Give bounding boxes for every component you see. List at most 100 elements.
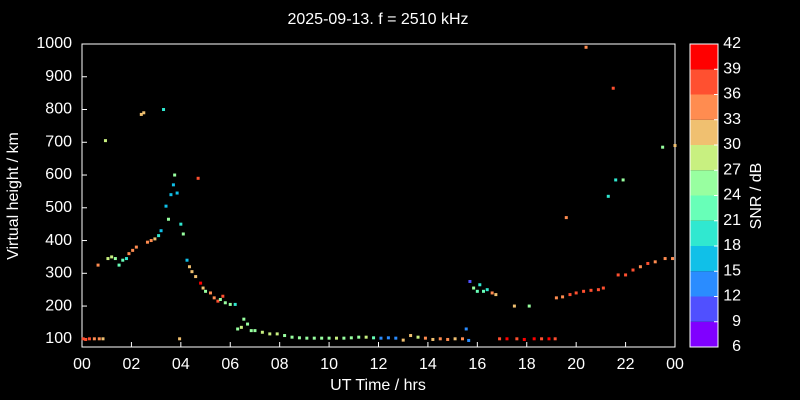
data-point [394, 336, 398, 340]
data-point [260, 330, 264, 334]
data-point [212, 296, 216, 300]
data-point [190, 270, 194, 274]
data-point [334, 336, 338, 340]
x-tick-label: 12 [370, 356, 388, 373]
x-tick-label: 06 [221, 356, 239, 373]
data-point [568, 293, 572, 297]
data-point [554, 296, 558, 300]
data-point [515, 337, 519, 341]
data-point [505, 337, 509, 341]
data-point [349, 336, 353, 340]
data-point [305, 336, 309, 340]
data-point [616, 273, 620, 277]
data-point [208, 291, 212, 295]
data-point [92, 337, 96, 341]
data-point [149, 239, 153, 243]
colorbar-tick-label: 27 [723, 161, 741, 178]
data-point [283, 334, 287, 338]
data-point [522, 337, 526, 341]
colorbar-label: SNR / dB [748, 163, 765, 230]
data-point [646, 261, 650, 265]
data-point [372, 336, 376, 340]
data-point [584, 45, 588, 49]
data-point [673, 144, 677, 148]
colorbar-band [690, 220, 718, 246]
colorbar-tick-label: 15 [723, 262, 741, 279]
data-point [175, 191, 179, 195]
y-tick-label: 700 [45, 133, 72, 150]
data-point [236, 327, 240, 331]
y-tick-label: 500 [45, 199, 72, 216]
colorbar-tick-label: 21 [723, 212, 741, 229]
data-point [204, 289, 208, 293]
data-point [386, 336, 390, 340]
data-point [661, 145, 665, 149]
data-point [540, 337, 544, 341]
y-tick-label: 400 [45, 232, 72, 249]
colorbar-band [690, 195, 718, 221]
colorbar-band [690, 321, 718, 347]
colorbar-tick-label: 42 [723, 35, 741, 52]
colorbar-tick-label: 24 [723, 187, 741, 204]
data-point [478, 283, 482, 287]
data-point [327, 336, 331, 340]
y-axis-label: Virtual height / km [5, 132, 22, 260]
data-point [379, 336, 383, 340]
data-point [494, 293, 498, 297]
data-point [596, 288, 600, 292]
y-tick-label: 600 [45, 166, 72, 183]
x-tick-label: 08 [271, 356, 289, 373]
data-point [242, 317, 246, 321]
colorbar-tick-label: 36 [723, 86, 741, 103]
colorbar-band [690, 119, 718, 145]
data-point [239, 325, 243, 329]
colorbar-band [690, 44, 718, 70]
data-point [624, 273, 628, 277]
data-point [157, 234, 161, 238]
data-point [218, 298, 222, 302]
data-point [490, 291, 494, 295]
data-point [416, 335, 420, 339]
data-point [139, 112, 143, 116]
data-point [611, 86, 615, 90]
y-tick-label: 1000 [36, 35, 72, 52]
y-tick-label: 900 [45, 68, 72, 85]
data-point [169, 193, 173, 197]
data-point [131, 248, 135, 252]
data-point [121, 258, 125, 262]
data-point [178, 337, 182, 341]
data-point [464, 327, 468, 331]
data-point [196, 176, 200, 180]
data-point [512, 304, 516, 308]
colorbar-band [690, 94, 718, 120]
data-point [589, 288, 593, 292]
data-point [201, 286, 205, 290]
data-point [179, 222, 183, 226]
data-point [467, 338, 471, 342]
data-point [527, 304, 531, 308]
colorbar-band [690, 246, 718, 272]
x-tick-label: 16 [468, 356, 486, 373]
data-point [249, 329, 253, 333]
x-tick-label: 04 [172, 356, 190, 373]
colorbar-tick-label: 33 [723, 111, 741, 128]
data-point [438, 337, 442, 341]
x-tick-label: 18 [518, 356, 536, 373]
data-point [446, 337, 450, 341]
data-point [631, 268, 635, 272]
data-point [228, 302, 232, 306]
data-point [357, 335, 361, 339]
x-tick-label: 02 [123, 356, 141, 373]
data-point [153, 237, 157, 241]
data-point [671, 257, 675, 261]
data-point [431, 337, 435, 341]
data-point [553, 337, 557, 341]
data-point [482, 289, 486, 293]
data-point [233, 302, 237, 306]
data-point [472, 286, 476, 290]
data-point [320, 336, 324, 340]
data-point [601, 286, 605, 290]
data-point [485, 288, 489, 292]
